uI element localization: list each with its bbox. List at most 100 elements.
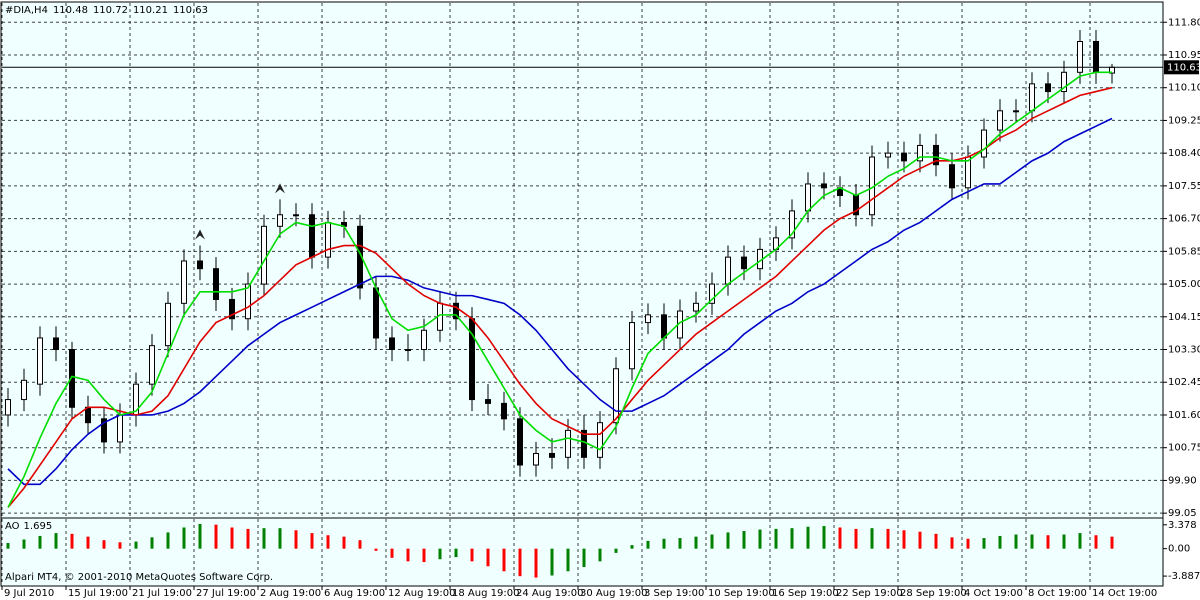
chart-title: #DIA,H4 (5, 5, 48, 16)
y-tick-label: 111.80 (1168, 17, 1200, 28)
y-tick-label: 110.10 (1168, 83, 1200, 94)
ao-bar (294, 530, 298, 549)
ao-bar (470, 548, 474, 562)
ao-bar (998, 535, 1002, 549)
candle-body (725, 256, 731, 285)
candle-body (373, 287, 379, 339)
x-tick-label: 16 Sep 19:00 (772, 588, 839, 599)
ao-bar (1110, 536, 1114, 549)
candle-body (405, 349, 411, 352)
x-tick-label: 12 Aug 19:00 (388, 588, 455, 599)
candle-body (229, 298, 235, 320)
x-tick-label: 2 Aug 19:00 (260, 588, 321, 599)
ao-bar (950, 537, 954, 549)
ao-bar (1014, 534, 1018, 549)
x-tick-label: 30 Aug 19:00 (580, 588, 647, 599)
candle-body (69, 349, 75, 408)
ao-bar (662, 538, 666, 549)
ao-bar (646, 540, 650, 549)
candle-body (1029, 83, 1035, 112)
candle-body (533, 452, 539, 466)
x-tick-label: 15 Jul 19:00 (68, 588, 128, 599)
ao-bar (566, 548, 570, 572)
ao-bar (6, 543, 10, 549)
y-tick-label: -3.887 (1168, 571, 1200, 582)
ao-bar (278, 528, 282, 549)
candle-body (613, 368, 619, 424)
ao-bar (982, 538, 986, 549)
candle-body (565, 429, 571, 458)
ao-bar (166, 532, 170, 549)
candle-body (389, 337, 395, 351)
candle-body (197, 260, 203, 270)
x-tick-label: 10 Sep 19:00 (708, 588, 775, 599)
x-tick-label: 24 Aug 19:00 (516, 588, 583, 599)
y-tick-label: 99.90 (1168, 475, 1197, 486)
candle-body (1061, 71, 1067, 93)
ao-bar (438, 548, 442, 560)
candle-body (997, 110, 1003, 131)
candle-body (293, 214, 299, 217)
x-tick-label: 22 Sep 19:00 (836, 588, 903, 599)
header-low: 110.21 (133, 5, 168, 16)
candle-body (21, 379, 27, 401)
y-tick-label: 101.60 (1168, 410, 1200, 421)
candle-body (693, 302, 699, 312)
ao-bar (774, 528, 778, 549)
ao-bar (326, 535, 330, 549)
ao-bar (838, 527, 842, 549)
candle-body (117, 414, 123, 443)
candle-body (1045, 83, 1051, 93)
candle-body (1077, 41, 1083, 73)
ao-bar (406, 548, 410, 562)
y-tick-label: 108.40 (1168, 148, 1200, 159)
candle-body (949, 164, 955, 189)
y-tick-label: 3.378 (1168, 520, 1197, 531)
ao-bar (710, 534, 714, 549)
candle-body (485, 399, 491, 404)
ao-bar (550, 548, 554, 576)
candle-body (85, 406, 91, 424)
y-tick-label: 106.70 (1168, 214, 1200, 225)
ao-bar (534, 548, 538, 578)
candle-body (501, 402, 507, 420)
current-price-box (1164, 60, 1199, 75)
ao-bar (758, 529, 762, 549)
candle-body (917, 144, 923, 162)
ao-bar (918, 531, 922, 549)
candle-body (901, 152, 907, 162)
y-tick-label: 103.30 (1168, 345, 1200, 356)
ao-bar (790, 528, 794, 549)
ao-bar (310, 533, 314, 549)
y-tick-label: 105.85 (1168, 246, 1200, 257)
candle-body (549, 452, 555, 458)
fractal-up (195, 229, 205, 240)
ma-line (7, 71, 1112, 508)
candle-body (709, 283, 715, 304)
candle-body (149, 345, 155, 385)
copyright: Alpari MT4, © 2001-2010 MetaQuotes Softw… (5, 572, 273, 583)
ao-bar (342, 536, 346, 549)
ao-bar (742, 531, 746, 549)
fractal-up (275, 183, 285, 194)
candle-body (53, 337, 59, 351)
candle-body (645, 314, 651, 324)
header-close: 110.63 (173, 5, 208, 16)
y-tick-label: 109.25 (1168, 115, 1200, 126)
y-tick-label: 105.00 (1168, 279, 1200, 290)
candle-body (181, 260, 187, 304)
ao-bar (806, 526, 810, 549)
ao-bar (934, 533, 938, 549)
candle-body (821, 183, 827, 189)
ao-bar (422, 548, 426, 563)
y-tick-label: 99.05 (1168, 508, 1197, 519)
ao-bar (726, 532, 730, 549)
ao-bar (102, 540, 106, 549)
candle-body (309, 214, 315, 258)
ao-bar (1094, 535, 1098, 549)
ao-bar (70, 533, 74, 549)
ao-bar (86, 536, 90, 549)
x-tick-label: 18 Aug 19:00 (452, 588, 519, 599)
ao-bar (518, 548, 522, 577)
